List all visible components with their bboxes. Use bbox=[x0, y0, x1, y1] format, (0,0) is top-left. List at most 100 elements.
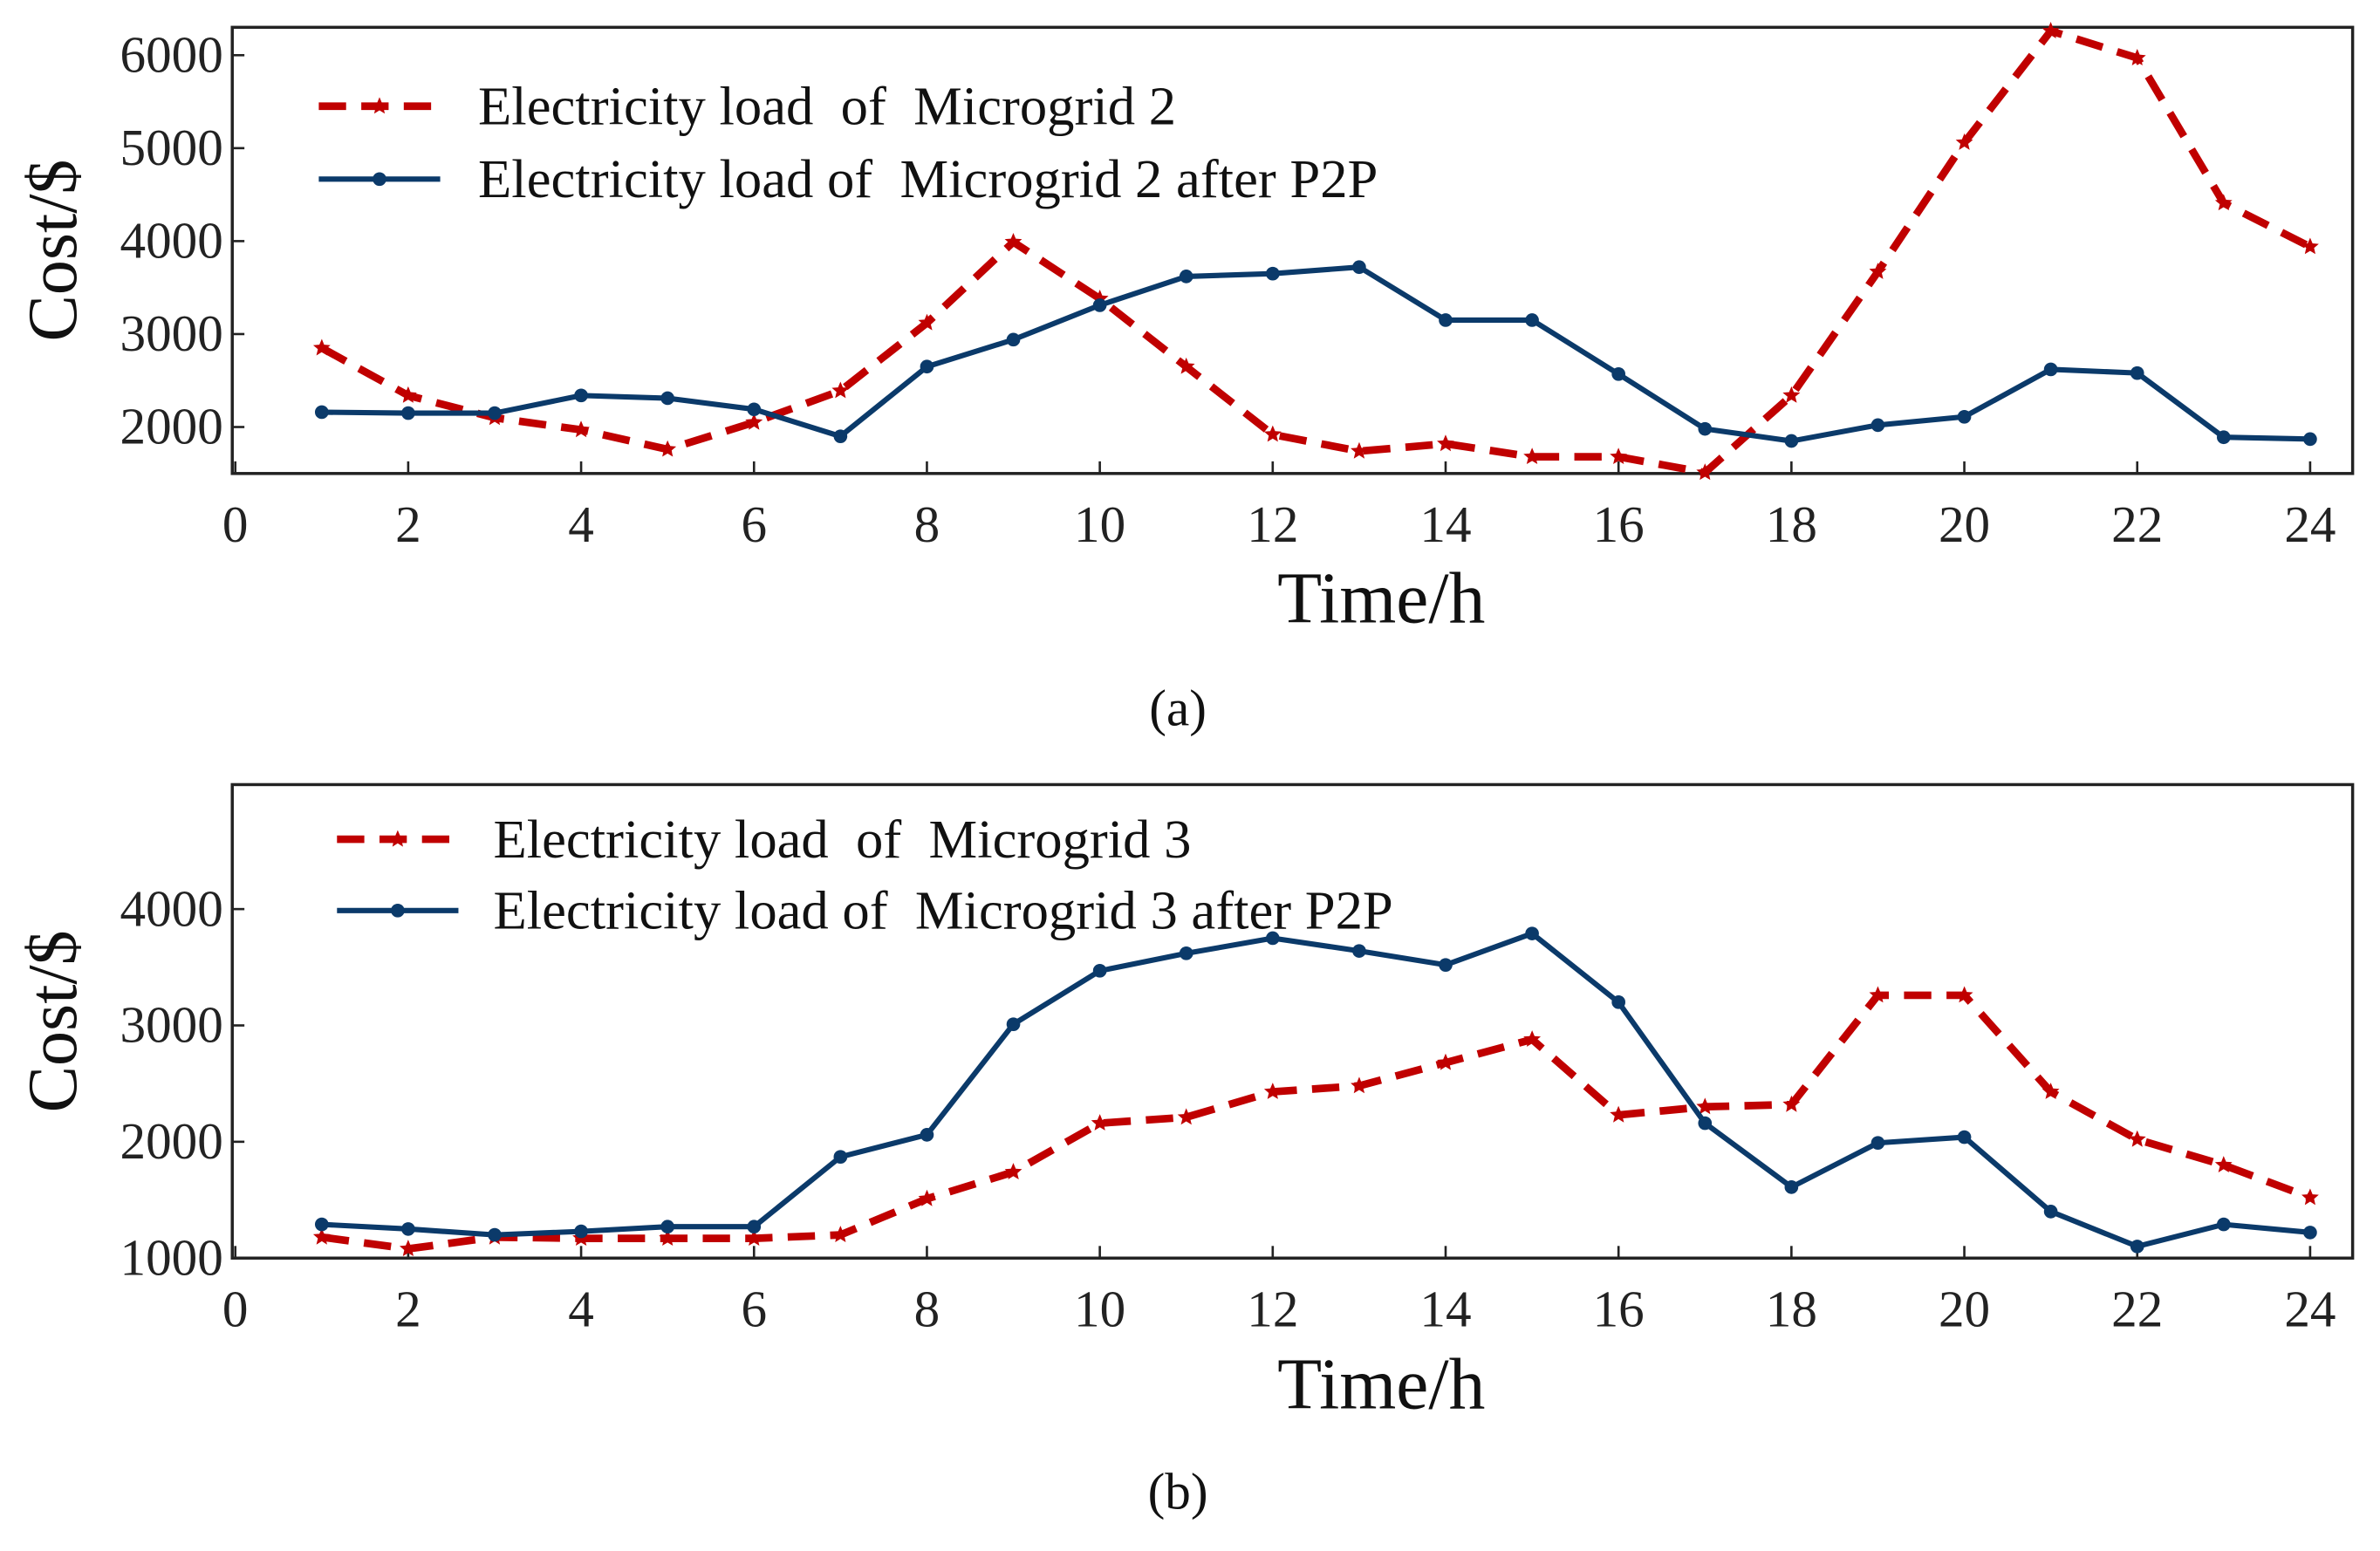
data-point-star bbox=[659, 440, 677, 457]
data-point-star bbox=[2214, 1156, 2233, 1172]
data-point-star bbox=[1610, 1105, 1628, 1123]
x-tick-label: 0 bbox=[222, 1281, 249, 1338]
data-point-star bbox=[831, 381, 850, 399]
data-point-dot bbox=[401, 1222, 415, 1236]
data-point-dot bbox=[1179, 946, 1193, 960]
data-point-dot bbox=[2043, 362, 2058, 377]
data-point-dot bbox=[1698, 421, 1713, 436]
data-point-dot bbox=[2130, 366, 2144, 380]
data-point-dot bbox=[1784, 1180, 1799, 1194]
data-point-dot bbox=[660, 391, 675, 406]
data-point-star bbox=[1696, 463, 1714, 481]
x-tick-label: 22 bbox=[2111, 495, 2163, 553]
y-tick-label: 3000 bbox=[120, 996, 223, 1054]
data-point-dot bbox=[314, 405, 329, 420]
data-point-dot bbox=[1870, 1136, 1885, 1151]
x-tick-label: 0 bbox=[222, 495, 249, 553]
x-axis-label: Time/h bbox=[1277, 558, 1485, 639]
data-point-star bbox=[1177, 357, 1195, 374]
data-point-star bbox=[399, 1240, 417, 1256]
x-tick-label: 10 bbox=[1074, 1281, 1125, 1338]
chart-panel-b: 0 2 4 6 8 10 12 14 16 18 20 22 241000200030004000Tim… bbox=[15, 782, 2355, 1520]
x-tick-label: 14 bbox=[1419, 1281, 1471, 1338]
x-axis-label: Time/h bbox=[1277, 1344, 1485, 1425]
data-point-star bbox=[1263, 1083, 1282, 1099]
x-tick-label: 12 bbox=[1247, 1281, 1298, 1338]
legend-label: Electricity load of Microgrid 3 after P2… bbox=[493, 880, 1392, 941]
data-point-star bbox=[1351, 1076, 1368, 1094]
data-point-star bbox=[745, 413, 763, 430]
data-point-dot bbox=[1870, 418, 1885, 433]
y-axis-label: Cost/$ bbox=[15, 930, 92, 1112]
y-tick-label: 2000 bbox=[120, 398, 223, 455]
data-point-dot bbox=[1265, 931, 1280, 946]
data-point-star bbox=[2128, 49, 2146, 65]
legend-marker-dot bbox=[391, 904, 405, 918]
y-axis-label: Cost/$ bbox=[15, 160, 92, 342]
x-tick-label: 18 bbox=[1766, 495, 1817, 553]
data-point-star bbox=[1437, 434, 1454, 452]
series-line-before-p2p bbox=[321, 991, 2312, 1253]
data-point-dot bbox=[1698, 1116, 1713, 1131]
data-point-star bbox=[659, 1229, 677, 1246]
legend-label: Electricity load of Microgrid 2 bbox=[478, 76, 1176, 137]
data-point-star bbox=[1091, 1114, 1109, 1131]
data-point-star bbox=[1263, 425, 1282, 442]
data-point-star bbox=[1437, 1053, 1454, 1070]
y-tick-label: 2000 bbox=[120, 1112, 223, 1170]
data-point-dot bbox=[1439, 958, 1453, 972]
x-tick-label: 16 bbox=[1593, 495, 1645, 553]
y-tick-label: 1000 bbox=[120, 1228, 223, 1286]
panel-label: (b) bbox=[1148, 1462, 1208, 1520]
data-point-star bbox=[1869, 986, 1887, 1003]
y-tick-label: 3000 bbox=[120, 304, 223, 362]
data-point-star bbox=[1696, 1097, 1714, 1115]
data-point-dot bbox=[920, 1128, 934, 1142]
data-point-star bbox=[1782, 386, 1801, 403]
data-point-star bbox=[312, 338, 331, 356]
x-tick-label: 2 bbox=[395, 1281, 421, 1338]
data-point-dot bbox=[1092, 963, 1107, 978]
data-point-star bbox=[2301, 1188, 2319, 1206]
data-point-star bbox=[2041, 22, 2060, 39]
x-tick-label: 10 bbox=[1074, 495, 1125, 553]
x-tick-label: 18 bbox=[1766, 1281, 1817, 1338]
series-line-after-p2p bbox=[321, 931, 2311, 1249]
x-tick-label: 12 bbox=[1247, 495, 1298, 553]
y-tick-label: 6000 bbox=[120, 25, 223, 83]
data-point-dot bbox=[488, 1227, 502, 1242]
data-point-star bbox=[1351, 441, 1368, 459]
series-line-after-p2p bbox=[321, 264, 2310, 444]
data-point-star bbox=[1955, 133, 1973, 150]
x-tick-label: 8 bbox=[914, 495, 940, 553]
x-tick-label: 8 bbox=[914, 1281, 940, 1338]
data-point-star bbox=[918, 313, 936, 331]
data-point-star bbox=[1869, 263, 1887, 279]
series-line-before-p2p bbox=[319, 27, 2312, 477]
data-point-dot bbox=[1092, 298, 1107, 312]
x-tick-label: 22 bbox=[2111, 1281, 2163, 1338]
data-point-dot bbox=[1006, 332, 1021, 347]
data-point-dot bbox=[1957, 1130, 1972, 1144]
x-tick-label: 24 bbox=[2284, 1281, 2336, 1338]
data-point-star bbox=[1523, 1030, 1542, 1047]
data-point-star bbox=[2128, 1130, 2146, 1147]
data-point-dot bbox=[1439, 313, 1453, 327]
data-point-star bbox=[572, 420, 590, 438]
x-tick-label: 2 bbox=[395, 495, 421, 553]
data-point-dot bbox=[1784, 434, 1799, 448]
data-point-dot bbox=[833, 1150, 848, 1165]
data-point-dot bbox=[833, 429, 848, 443]
data-point-dot bbox=[1179, 270, 1193, 284]
data-point-star bbox=[1523, 448, 1542, 465]
data-point-star bbox=[1782, 1095, 1801, 1112]
data-point-star bbox=[2041, 1083, 2060, 1099]
y-tick-label: 4000 bbox=[120, 879, 223, 937]
legend-marker-star bbox=[388, 830, 407, 847]
data-point-star bbox=[312, 1227, 331, 1245]
data-point-dot bbox=[1525, 926, 1539, 940]
x-tick-label: 6 bbox=[741, 1281, 767, 1338]
data-point-dot bbox=[401, 406, 415, 420]
panel-label: (a) bbox=[1149, 680, 1207, 737]
